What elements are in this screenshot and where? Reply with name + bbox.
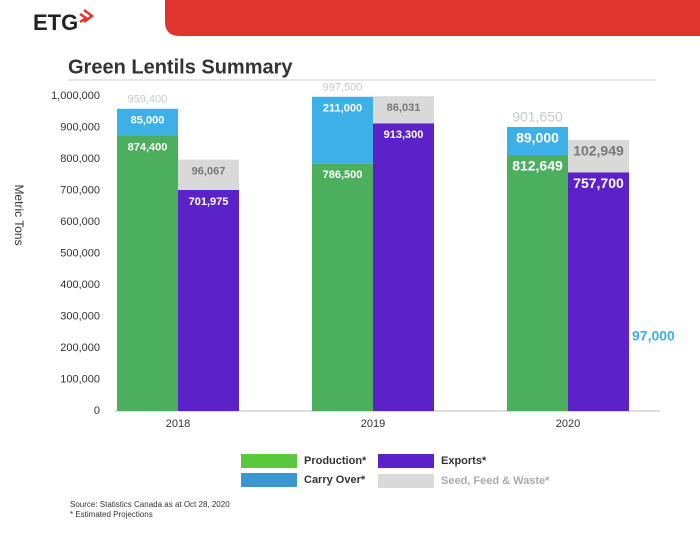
data-label: 85,000 <box>131 115 165 127</box>
data-label: 786,500 <box>323 169 363 181</box>
data-label: 89,000 <box>516 130 559 146</box>
y-tick-label: 400,000 <box>60 279 100 291</box>
y-tick-label: 700,000 <box>60 184 100 196</box>
total-label: 901,650 <box>512 109 563 125</box>
bar-segment <box>117 135 178 411</box>
banner <box>165 0 700 36</box>
bar-segment <box>178 189 239 411</box>
data-label: 102,949 <box>573 143 624 159</box>
y-axis-label: Metric Tons <box>12 184 26 245</box>
x-tick-label: 2020 <box>556 418 580 430</box>
footnote: * Estimated Projections <box>70 510 153 519</box>
bar-segment <box>373 96 434 124</box>
chart-title: Green Lentils Summary <box>68 56 293 78</box>
x-tick-label: 2019 <box>361 418 385 430</box>
logo-arrow <box>79 9 95 24</box>
bar-segment <box>178 159 239 190</box>
data-label: 913,300 <box>384 129 424 141</box>
legend-swatch <box>241 454 297 468</box>
data-label: 86,031 <box>387 102 421 114</box>
legend-label: Exports* <box>441 455 487 467</box>
y-tick-label: 1,000,000 <box>51 90 100 102</box>
data-label: 211,000 <box>323 103 362 115</box>
y-tick-label: 600,000 <box>60 216 100 228</box>
y-tick-label: 800,000 <box>60 153 100 165</box>
logo: ETG <box>33 10 78 35</box>
x-tick-label: 2018 <box>166 418 190 430</box>
data-label: 874,400 <box>128 141 168 153</box>
data-label: 757,700 <box>573 175 624 191</box>
source: Source: Statistics Canada as at Oct 28, … <box>70 500 230 509</box>
y-tick-label: 500,000 <box>60 247 100 259</box>
y-tick-label: 300,000 <box>60 310 100 322</box>
bar-segment <box>507 155 568 411</box>
bar-segment <box>568 172 629 411</box>
y-tick-label: 900,000 <box>60 121 100 133</box>
total-label: 997,500 <box>323 82 363 94</box>
bar-segment <box>568 139 629 173</box>
legend-label: Seed, Feed & Waste* <box>441 475 550 487</box>
legend-swatch <box>241 473 297 487</box>
bar-segment <box>507 126 568 156</box>
annotation: 97,000 <box>632 328 675 344</box>
bar-segment <box>373 123 434 412</box>
total-label: 959,400 <box>128 94 168 106</box>
data-label: 96,067 <box>192 166 226 178</box>
y-tick-label: 200,000 <box>60 342 100 354</box>
bar-segment <box>312 96 373 164</box>
data-label: 701,975 <box>189 196 229 208</box>
bar-segment <box>117 108 178 136</box>
legend-label: Production* <box>304 455 367 467</box>
data-label: 812,649 <box>512 158 563 174</box>
y-tick-label: 100,000 <box>60 373 100 385</box>
legend-swatch <box>378 474 434 488</box>
y-tick-label: 0 <box>94 405 100 417</box>
legend-label: Carry Over* <box>304 474 366 486</box>
bar-segment <box>312 163 373 411</box>
legend-swatch <box>378 454 434 468</box>
